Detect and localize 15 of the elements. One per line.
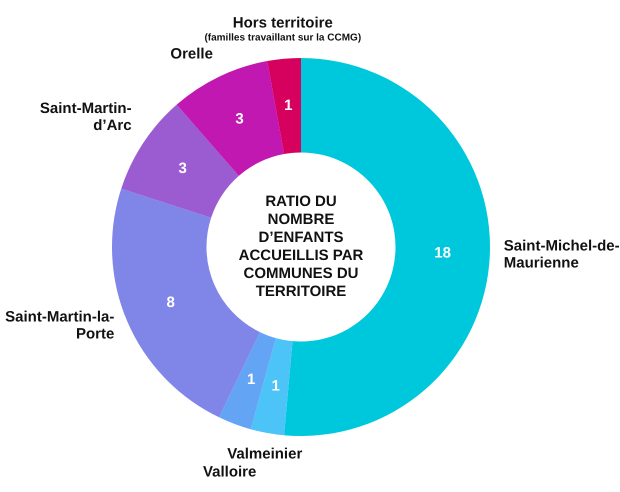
slice-label: Hors territoire (familles travaillant sur la CCMG)	[204, 14, 362, 44]
data-label: 18	[434, 244, 451, 262]
slice-label: Orelle	[170, 46, 213, 63]
data-label: 3	[235, 110, 244, 128]
slice-label: Valloire	[202, 464, 256, 481]
text: RATIO DU NOMBRE D’ENFANTS ACCUEILLIS PAR COMMUNES DU TERRITOIRE	[238, 193, 364, 300]
slice-label: Valmeinier	[227, 445, 302, 462]
data-label: 1	[247, 370, 256, 388]
data-label: 8	[166, 294, 175, 311]
slice-label: Saint-Martin-d’Arc	[40, 100, 132, 134]
slice-label: Saint-Martin-la-Porte	[5, 308, 114, 342]
data-label: 3	[178, 160, 187, 178]
data-label: 1	[272, 378, 280, 395]
data-label: 1	[284, 96, 292, 114]
slice-label: Saint-Michel-de-Maurienne	[504, 238, 620, 272]
